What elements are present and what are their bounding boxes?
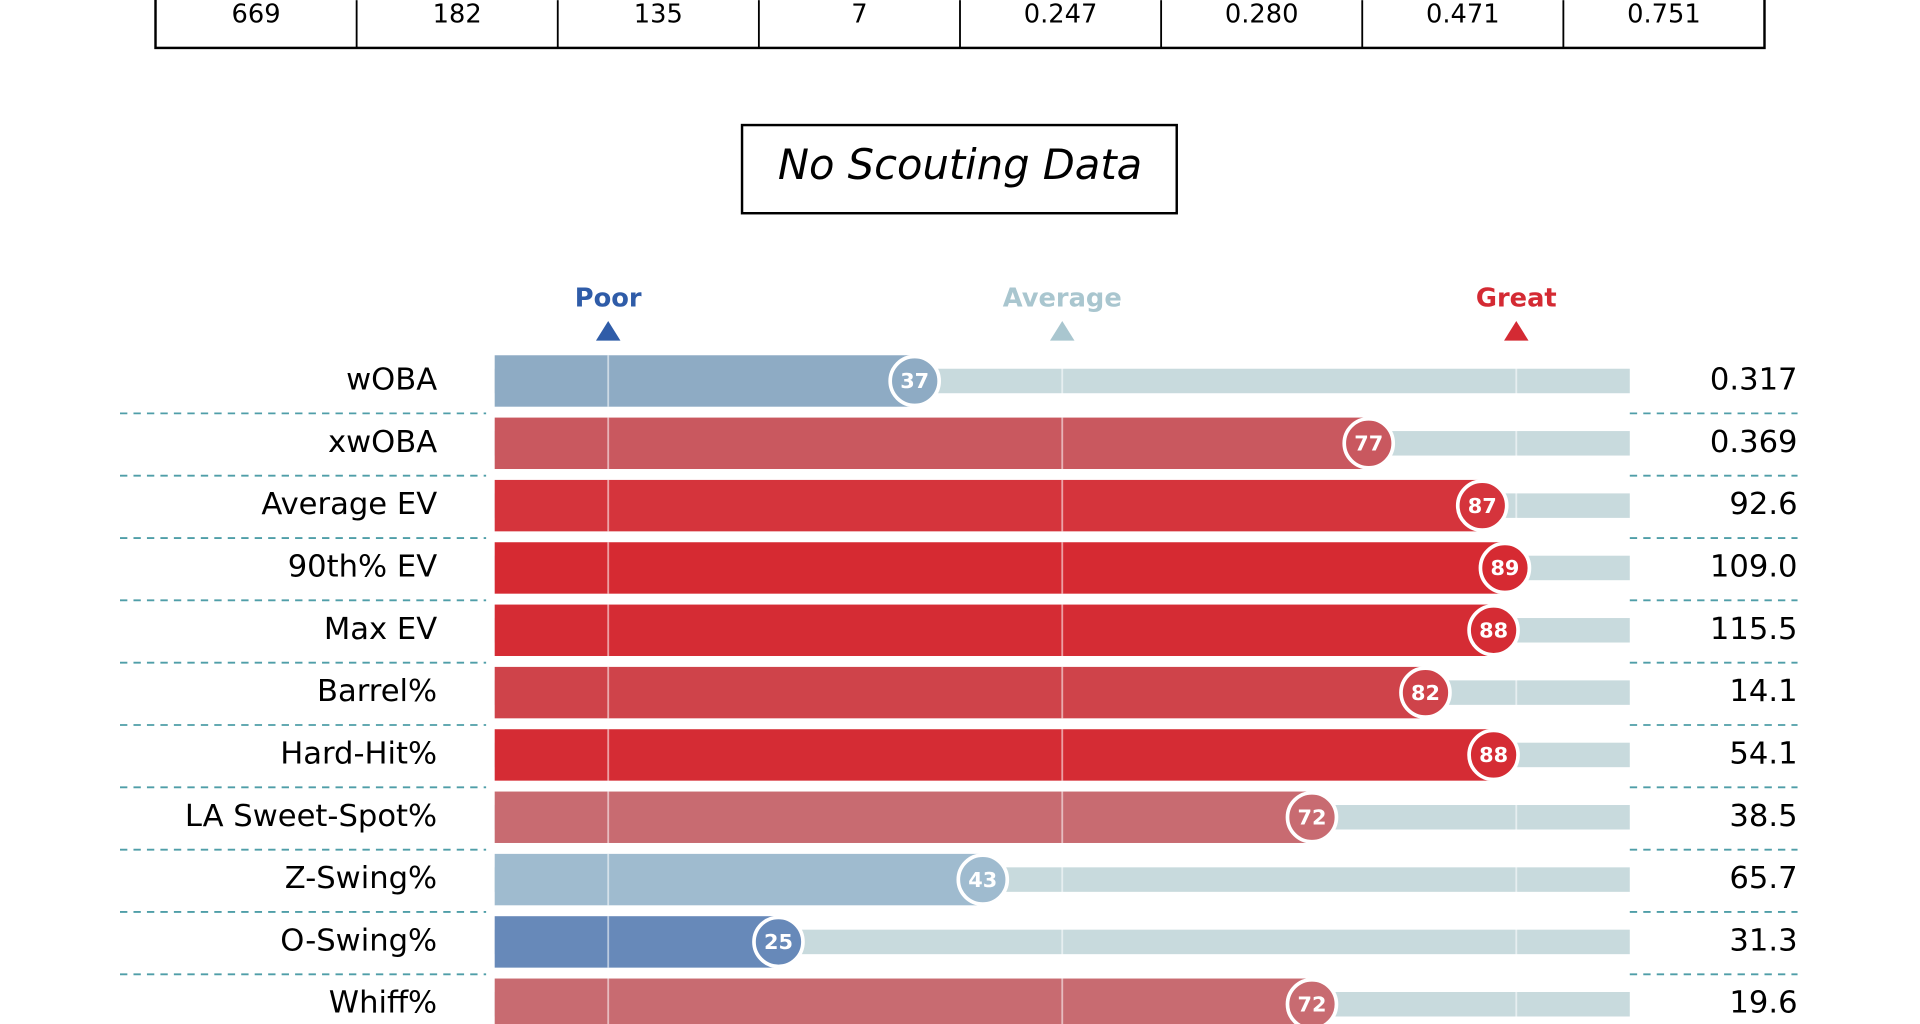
x-tick-label: Poor xyxy=(575,283,642,313)
table-cell: 669 xyxy=(232,0,281,29)
percentile-label: 88 xyxy=(1479,619,1508,643)
stat-value: 115.5 xyxy=(1710,612,1798,647)
row-label: Z-Swing% xyxy=(285,861,437,896)
bar xyxy=(494,916,779,968)
bar xyxy=(494,666,1426,719)
row-label: LA Sweet-Spot% xyxy=(185,799,437,834)
bar xyxy=(494,791,1312,843)
stat-value: 0.369 xyxy=(1710,425,1798,460)
row-label: 90th% EV xyxy=(288,549,438,584)
x-tick-label: Average xyxy=(1003,283,1122,313)
stat-value: 0.317 xyxy=(1710,362,1798,397)
stat-value: 109.0 xyxy=(1710,549,1798,584)
table-cell: 0.471 xyxy=(1426,0,1500,29)
row-label: wOBA xyxy=(346,362,437,397)
percentile-dot xyxy=(1285,977,1339,1024)
row-label: Max EV xyxy=(324,612,437,647)
bar xyxy=(494,479,1483,532)
row-label: Hard-Hit% xyxy=(280,736,437,771)
stat-value: 19.6 xyxy=(1729,986,1797,1021)
percentile-label: 72 xyxy=(1297,992,1326,1016)
row-label: Barrel% xyxy=(317,674,437,709)
bar xyxy=(494,729,1494,781)
percentile-dot xyxy=(1478,541,1532,595)
percentile-dot xyxy=(1467,728,1520,782)
table-cell: 0.751 xyxy=(1627,0,1701,29)
table-cell: 0.247 xyxy=(1024,0,1098,29)
percentile-label: 88 xyxy=(1479,743,1508,767)
stat-value: 38.5 xyxy=(1729,799,1797,834)
tick-marker xyxy=(595,320,621,341)
percentile-dot xyxy=(956,853,1010,906)
bar xyxy=(494,978,1312,1024)
percentile-dot xyxy=(1285,790,1339,844)
stat-value: 31.3 xyxy=(1729,923,1797,958)
tick-marker xyxy=(1504,320,1529,341)
tick-marker xyxy=(1050,320,1075,341)
percentile-label: 77 xyxy=(1354,432,1383,456)
bar xyxy=(494,417,1369,470)
row-label: xwOBA xyxy=(328,425,437,460)
scouting-box xyxy=(740,123,1178,215)
bar xyxy=(494,355,915,407)
x-tick-label: Great xyxy=(1476,283,1557,313)
bar xyxy=(494,542,1505,594)
percentile-label: 43 xyxy=(968,868,997,892)
scouting-title: No Scouting Data xyxy=(778,140,1142,189)
stat-value: 14.1 xyxy=(1729,674,1797,709)
percentile-dot xyxy=(752,915,805,969)
row-label: Whiff% xyxy=(329,986,437,1021)
bar xyxy=(494,853,983,906)
table-cell: 0.280 xyxy=(1225,0,1299,29)
percentile-label: 82 xyxy=(1411,681,1440,705)
percentile-dot xyxy=(1399,666,1452,719)
percentile-dot xyxy=(1455,479,1509,532)
percentile-label: 37 xyxy=(900,369,929,393)
row-label: Average EV xyxy=(261,487,437,522)
bar xyxy=(494,604,1494,656)
stat-value: 65.7 xyxy=(1729,861,1797,896)
percentile-dot xyxy=(1342,416,1396,470)
stat-value: 92.6 xyxy=(1729,487,1797,522)
percentile-label: 89 xyxy=(1490,556,1519,580)
percentile-label: 72 xyxy=(1297,805,1326,829)
percentile-label: 87 xyxy=(1468,494,1497,518)
percentile-dot xyxy=(888,354,942,408)
table-cell: 182 xyxy=(433,0,482,29)
table-cell: 7 xyxy=(851,0,867,29)
row-label: O-Swing% xyxy=(280,923,437,958)
percentile-dot xyxy=(1467,603,1520,657)
percentile-label: 25 xyxy=(764,930,793,954)
table-cell: 135 xyxy=(634,0,683,29)
stat-value: 54.1 xyxy=(1729,736,1797,771)
